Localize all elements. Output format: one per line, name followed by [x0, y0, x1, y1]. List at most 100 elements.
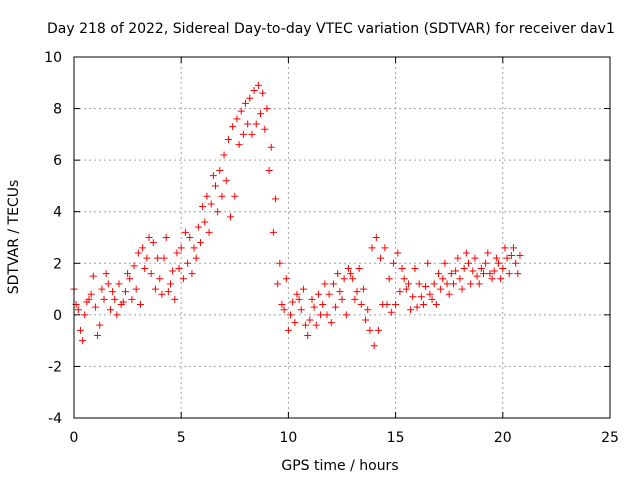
data-point [192, 254, 200, 262]
data-point [467, 280, 475, 288]
data-point [462, 249, 470, 257]
data-point [126, 275, 134, 283]
data-point [364, 306, 372, 314]
data-point [323, 311, 331, 319]
chart-title: Day 218 of 2022, Sidereal Day-to-day VTE… [47, 21, 615, 37]
data-point [224, 136, 232, 144]
y-axis-title: SDTVAR / TECUs [6, 180, 22, 295]
data-point [188, 270, 196, 278]
data-point [351, 295, 359, 303]
data-point [74, 306, 82, 314]
data-point [106, 306, 114, 314]
data-point [194, 223, 202, 231]
data-point [372, 234, 380, 241]
data-point [327, 319, 335, 327]
data-point [154, 254, 162, 262]
data-points [70, 81, 524, 350]
data-point [469, 267, 477, 275]
data-point [325, 290, 333, 298]
data-point [407, 306, 415, 314]
data-point [261, 125, 269, 133]
data-point [119, 298, 127, 306]
data-point [81, 311, 89, 319]
data-point [143, 254, 151, 262]
data-point [278, 301, 286, 309]
data-point [280, 306, 288, 314]
data-point [353, 288, 361, 296]
data-point [267, 143, 275, 151]
data-point [177, 244, 185, 252]
y-tick-label: 0 [53, 308, 62, 324]
data-point [257, 110, 265, 118]
data-point [132, 285, 140, 293]
data-point [222, 177, 230, 185]
data-point [231, 192, 239, 200]
data-point [104, 280, 112, 288]
data-point [141, 264, 149, 272]
y-tick-label: 4 [53, 205, 62, 221]
data-point [201, 218, 209, 226]
data-point [147, 270, 155, 278]
data-point [291, 319, 299, 327]
data-point [497, 275, 505, 283]
data-point [171, 295, 179, 303]
data-point [162, 234, 170, 241]
data-point [306, 316, 314, 324]
data-point [385, 275, 393, 283]
data-point [507, 252, 515, 260]
data-point [254, 81, 262, 89]
x-tick-label: 10 [279, 430, 297, 446]
data-point [297, 306, 305, 314]
data-point [349, 275, 357, 283]
data-point [205, 228, 213, 236]
data-point [164, 288, 172, 296]
data-point [430, 280, 438, 288]
data-point [130, 262, 138, 270]
data-point [321, 280, 329, 288]
data-point [173, 249, 181, 257]
data-point [402, 285, 410, 293]
data-point [475, 280, 483, 288]
data-point [149, 239, 157, 247]
data-point [203, 192, 211, 200]
data-point [199, 203, 207, 211]
data-point [329, 280, 337, 288]
data-point [458, 285, 466, 293]
data-point [102, 270, 110, 278]
data-point [357, 301, 365, 309]
data-point [426, 290, 434, 298]
data-point [505, 270, 513, 278]
data-point [362, 316, 370, 324]
data-point [452, 267, 460, 275]
data-point [338, 295, 346, 303]
data-point [471, 254, 479, 262]
data-point [319, 301, 327, 309]
data-point [417, 293, 425, 301]
data-point [449, 280, 457, 288]
data-point [503, 254, 511, 262]
data-point [383, 301, 391, 309]
data-point [441, 259, 449, 267]
data-point [111, 295, 119, 303]
data-point [304, 331, 312, 339]
data-point [314, 290, 322, 298]
data-point [419, 301, 427, 309]
data-point [396, 288, 404, 296]
data-point [439, 275, 447, 283]
data-point [109, 288, 117, 296]
data-point [302, 321, 310, 329]
x-axis-title: GPS time / hours [281, 458, 398, 474]
data-point [207, 200, 215, 208]
data-point [404, 280, 412, 288]
y-tick-label: 8 [53, 102, 62, 118]
data-point [250, 87, 258, 95]
x-tick-label: 0 [70, 430, 79, 446]
data-point [246, 94, 254, 102]
data-point [233, 115, 241, 123]
data-point [295, 295, 303, 303]
data-point [389, 259, 397, 267]
data-point [464, 259, 472, 267]
data-point [499, 264, 507, 272]
data-point [447, 270, 455, 278]
